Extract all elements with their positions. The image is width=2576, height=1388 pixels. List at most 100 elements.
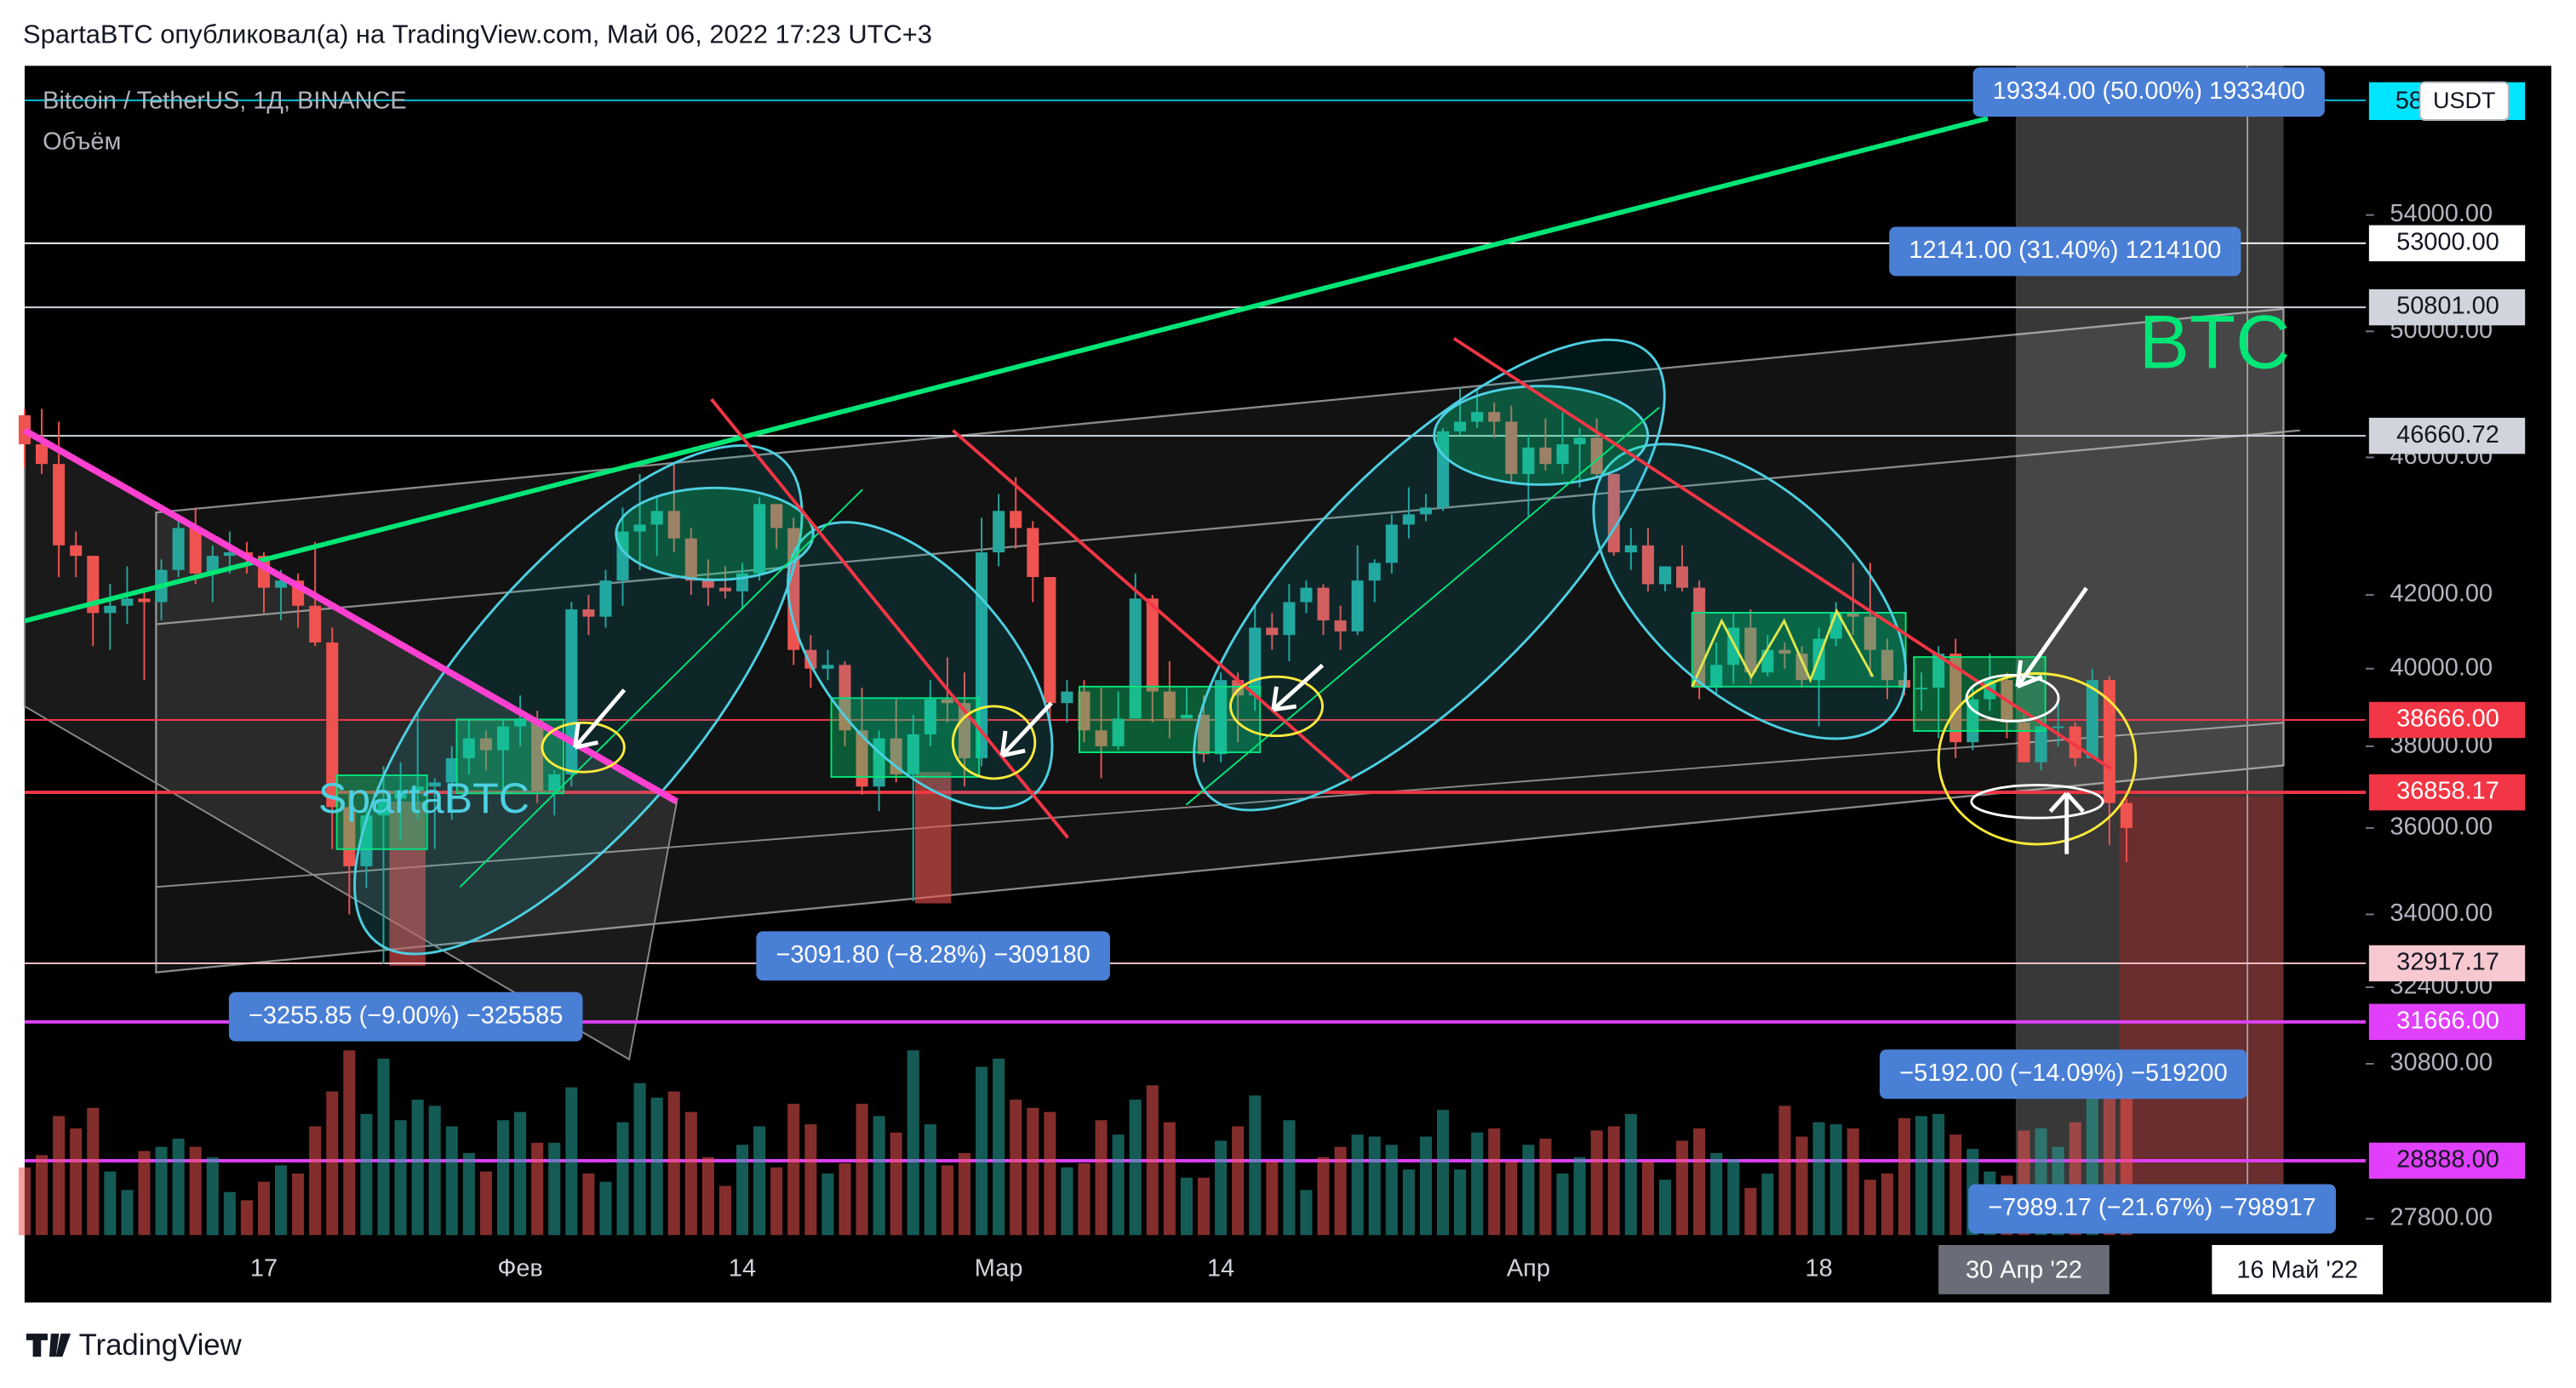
candle-body xyxy=(1556,444,1569,465)
candle-body xyxy=(1385,524,1398,563)
ellipse xyxy=(353,444,804,956)
volume-bar xyxy=(377,1058,390,1236)
candle-body xyxy=(514,718,527,727)
measure-badge xyxy=(756,931,1110,981)
candle-body xyxy=(1061,691,1073,704)
level-badge xyxy=(2368,1003,2526,1041)
candle-body xyxy=(1846,613,1859,617)
channel-fill xyxy=(155,307,2285,974)
candle-body xyxy=(1266,627,1279,636)
level-label: 53000.00 xyxy=(2396,228,2499,255)
volume-bar xyxy=(565,1087,578,1236)
volume-bar xyxy=(411,1100,424,1236)
volume-bar xyxy=(1215,1140,1228,1236)
ellipse xyxy=(1592,443,1908,740)
unit-label: USDT xyxy=(2433,88,2496,113)
volume-bar xyxy=(514,1111,527,1236)
candle-body xyxy=(462,738,475,758)
measure-label: 19334.00 (50.00%) 1933400 xyxy=(1993,77,2305,105)
candle-body xyxy=(1795,654,1808,681)
volume-bar xyxy=(548,1142,561,1236)
candle-body xyxy=(548,774,561,791)
measure-badge xyxy=(1968,1184,2336,1234)
y-tick-label: 27800.00 xyxy=(2390,1204,2493,1231)
candle-body xyxy=(87,556,100,614)
volume-bar xyxy=(1044,1111,1056,1236)
candle-body xyxy=(907,734,919,774)
candle-body xyxy=(1317,587,1330,620)
candle-body xyxy=(1778,649,1791,654)
volume-bar xyxy=(873,1116,885,1236)
volume-bar xyxy=(1624,1114,1637,1236)
footer: TradingView xyxy=(79,1329,243,1362)
volume-bar xyxy=(1163,1122,1176,1236)
annotation: SpartaBTC xyxy=(318,774,530,822)
channel-mid xyxy=(156,429,2300,625)
volume-bar xyxy=(924,1124,936,1236)
volume-bar xyxy=(53,1116,66,1236)
circle xyxy=(1229,675,1324,738)
ellipse xyxy=(615,486,815,581)
volume-bar xyxy=(155,1146,168,1236)
date-label: 30 Апр '22 xyxy=(1966,1256,2082,1283)
candle-body xyxy=(1197,714,1211,755)
candle-body xyxy=(1419,507,1432,515)
annotation: BTC xyxy=(2139,300,2291,385)
volume-bar xyxy=(360,1114,373,1236)
volume-bar xyxy=(684,1111,697,1236)
volume-bar xyxy=(1641,1161,1654,1236)
candle-body xyxy=(718,587,731,591)
candle-body xyxy=(616,531,629,581)
volume-bar xyxy=(1932,1114,1945,1236)
volume-bar xyxy=(1556,1174,1569,1236)
candle-body xyxy=(428,782,441,787)
axes: 58 USDT 54000.0050000.0046000.0042000.00… xyxy=(250,81,2526,1294)
arrows xyxy=(573,586,2088,854)
date-label: 16 Май '22 xyxy=(2236,1256,2358,1283)
candle-body xyxy=(2052,726,2064,728)
arrow xyxy=(1271,663,1325,712)
circle xyxy=(1965,673,2060,723)
zigzag xyxy=(1691,608,1875,688)
volume xyxy=(18,1050,2132,1236)
volume-bar xyxy=(1385,1145,1398,1236)
candle-body xyxy=(650,511,663,525)
volume-bar xyxy=(616,1122,629,1236)
measure-label: −3091.80 (−8.28%) −309180 xyxy=(776,941,1091,968)
volume-bar xyxy=(1146,1085,1159,1236)
volume-bar xyxy=(275,1165,288,1236)
volume-bar xyxy=(1317,1157,1330,1236)
volume-bar xyxy=(1880,1174,1893,1236)
volume-bar xyxy=(87,1107,100,1236)
date-badge xyxy=(2212,1244,2384,1294)
candle-body xyxy=(343,807,356,866)
y-tick-label: 36000.00 xyxy=(2390,814,2493,841)
volume-bar xyxy=(1539,1139,1552,1236)
trend xyxy=(1185,407,1660,806)
candle-body xyxy=(121,598,134,606)
circle xyxy=(1970,784,2104,820)
candle-body xyxy=(1402,514,1415,525)
candle-body xyxy=(1641,545,1654,585)
volume-bar xyxy=(667,1091,680,1236)
candle-body xyxy=(1180,714,1193,719)
candle-body xyxy=(856,730,868,787)
volume-bar xyxy=(1505,1161,1518,1236)
volume-bar xyxy=(1249,1095,1262,1236)
volume-bar xyxy=(1197,1177,1211,1236)
symbol: Bitcoin / TetherUS, 1Д, BINANCE xyxy=(43,87,407,114)
level-label: 36858.17 xyxy=(2396,778,2499,805)
volume-bar xyxy=(1863,1180,1876,1236)
volume-bar xyxy=(309,1126,322,1236)
volume-bar xyxy=(839,1162,851,1236)
candle-body xyxy=(223,552,236,557)
candle-body xyxy=(667,511,680,539)
y-tick-label: 40000.00 xyxy=(2390,654,2493,681)
candle-body xyxy=(377,798,390,816)
candle-body xyxy=(1010,511,1022,528)
candle-body xyxy=(1095,730,1108,746)
candle-body xyxy=(2086,680,2098,758)
unit-badge xyxy=(2419,81,2510,121)
